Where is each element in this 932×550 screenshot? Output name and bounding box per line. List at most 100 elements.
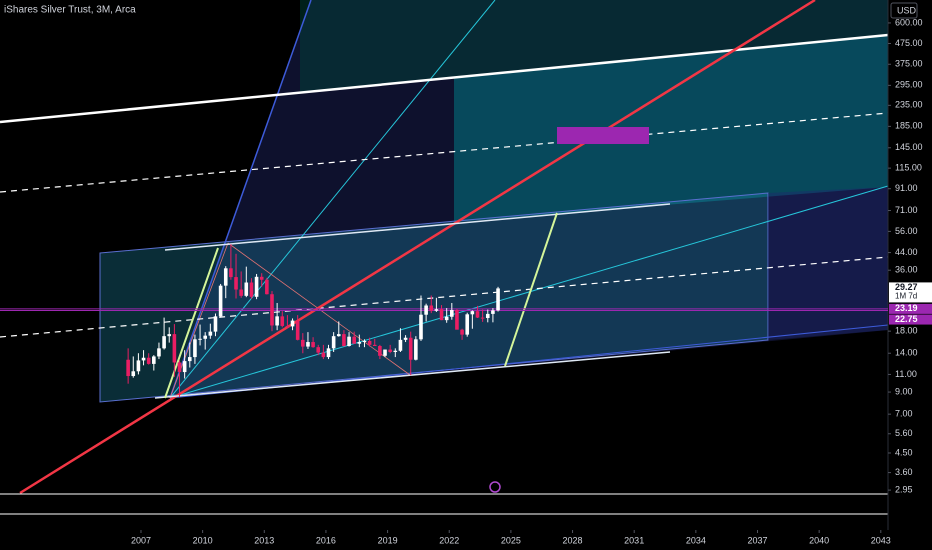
x-tick-label: 2022 xyxy=(439,535,459,545)
candle-body xyxy=(290,320,295,327)
candle-body xyxy=(450,309,454,317)
fan-line xyxy=(169,0,496,399)
candle-body xyxy=(378,346,382,356)
candle-body xyxy=(306,342,310,347)
y-tick-label: 14.00 xyxy=(895,348,918,358)
last-price-bg xyxy=(889,282,932,303)
candle-body xyxy=(223,268,228,286)
y-tick-label: 71.00 xyxy=(895,205,918,215)
x-tick-label: 2034 xyxy=(686,535,706,545)
currency-button[interactable] xyxy=(890,2,918,19)
candle-body xyxy=(234,277,238,290)
marker-box xyxy=(557,127,649,144)
channel xyxy=(99,192,769,403)
candle-body xyxy=(408,337,413,360)
candle-body xyxy=(331,336,336,349)
price-label: 22.75 xyxy=(895,314,918,324)
candle-body xyxy=(280,316,285,326)
candle-body xyxy=(398,339,403,351)
candle-body xyxy=(187,357,192,362)
candle-body xyxy=(439,309,444,321)
candle-body xyxy=(383,349,387,356)
chart-title: iShares Silver Trust, 3M, Arca xyxy=(4,5,136,16)
candle-body xyxy=(131,371,136,377)
trend-line xyxy=(0,33,889,124)
candle-body xyxy=(475,311,480,318)
candle-body xyxy=(182,361,187,373)
zone xyxy=(454,35,888,222)
candle-body xyxy=(218,285,223,317)
y-tick-label: 18.00 xyxy=(895,326,918,336)
candle-body xyxy=(157,348,161,357)
candle-body xyxy=(480,317,485,319)
candle-body xyxy=(496,288,500,311)
y-tick-label: 145.00 xyxy=(895,142,923,152)
candle-body xyxy=(126,359,130,377)
x-tick-label: 2025 xyxy=(501,535,521,545)
dashed-line xyxy=(0,256,889,338)
candle-body xyxy=(146,357,151,364)
drawings xyxy=(0,0,889,530)
currency-label[interactable]: USD xyxy=(897,5,917,15)
x-tick-label: 2037 xyxy=(747,535,767,545)
y-tick-label: 4.50 xyxy=(895,447,913,457)
candle-body xyxy=(419,314,423,340)
candle-body xyxy=(301,339,305,347)
x-tick-label: 2043 xyxy=(871,535,891,545)
x-tick-label: 2028 xyxy=(563,535,583,545)
y-tick-label: 91.00 xyxy=(895,183,918,193)
candle-body xyxy=(321,352,326,358)
candle-body xyxy=(244,282,249,296)
y-tick-label: 475.00 xyxy=(895,38,923,48)
candle-body xyxy=(275,316,279,326)
candle-body xyxy=(270,294,274,326)
parallel-line xyxy=(164,247,219,399)
x-tick-label: 2031 xyxy=(624,535,644,545)
candle-body xyxy=(372,344,377,347)
y-tick-label: 44.00 xyxy=(895,247,918,257)
candle-body xyxy=(198,338,202,340)
y-tick-label: 5.60 xyxy=(895,428,913,438)
price-label-bg xyxy=(889,303,932,314)
event-icon[interactable] xyxy=(489,481,501,493)
candle-body xyxy=(357,342,362,344)
candle-body xyxy=(434,309,439,311)
candle-body xyxy=(213,316,218,332)
fan-line xyxy=(169,185,889,399)
candle-body xyxy=(285,325,290,327)
candle-body xyxy=(444,316,449,321)
candle-body xyxy=(342,334,346,347)
candle-body xyxy=(465,314,470,335)
candle-body xyxy=(491,310,495,314)
candle-body xyxy=(470,311,475,315)
zone xyxy=(300,0,888,92)
candle-body xyxy=(393,350,398,352)
y-tick-label: 9.00 xyxy=(895,386,913,396)
y-tick-label: 3.60 xyxy=(895,467,913,477)
x-tick-label: 2019 xyxy=(378,535,398,545)
candle-body xyxy=(239,289,243,296)
candle-body xyxy=(455,309,459,330)
candle-body xyxy=(259,276,264,280)
y-tick-label: 36.00 xyxy=(895,265,918,275)
y-tick-label: 235.00 xyxy=(895,100,923,110)
x-tick-label: 2013 xyxy=(254,535,274,545)
x-tick-label: 2040 xyxy=(809,535,829,545)
x-tick-label: 2016 xyxy=(316,535,336,545)
zone xyxy=(768,187,888,340)
dashed-line xyxy=(0,112,889,193)
trend-line xyxy=(19,0,816,495)
candle-body xyxy=(172,334,177,363)
candle-body xyxy=(460,329,464,335)
last-price-label: 29.27 xyxy=(895,282,918,292)
y-tick-label: 2.95 xyxy=(895,484,913,494)
candles xyxy=(126,244,500,398)
y-tick-label: 11.00 xyxy=(895,369,917,379)
candle-body xyxy=(316,347,321,353)
candle-body xyxy=(347,336,351,347)
y-tick-label: 56.00 xyxy=(895,226,918,236)
candle-body xyxy=(203,335,207,339)
candle-body xyxy=(136,360,141,372)
candle-body xyxy=(295,320,300,340)
